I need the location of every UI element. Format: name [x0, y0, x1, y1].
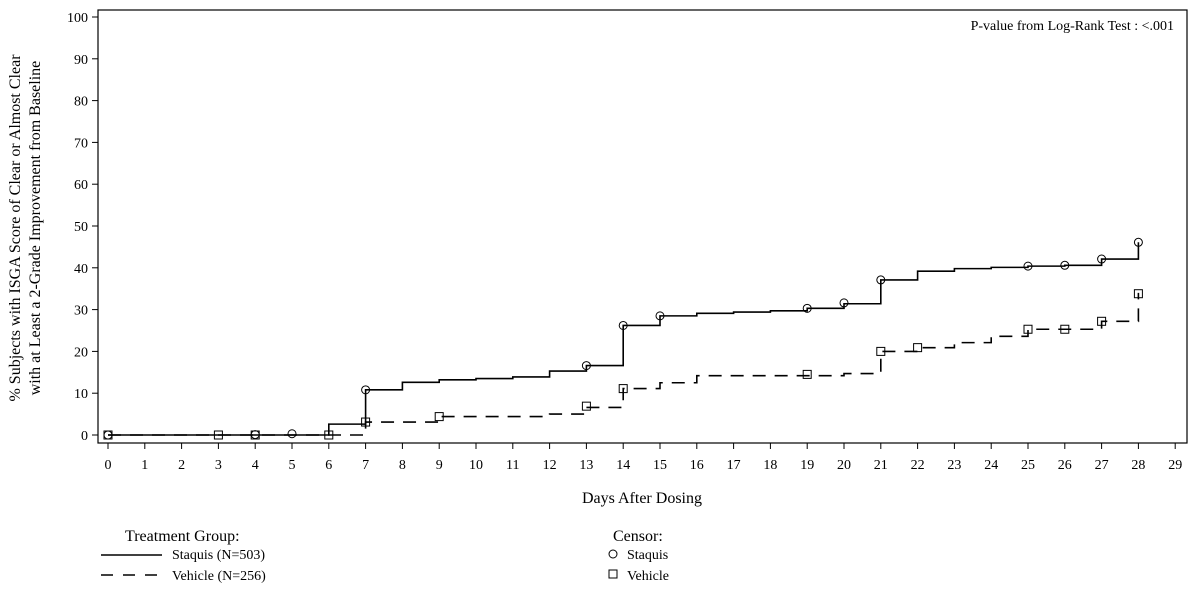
x-tick-label: 24 — [984, 458, 998, 473]
censor-legend-staquis: Staquis — [627, 548, 668, 563]
x-tick-label: 23 — [947, 458, 961, 473]
x-axis: 0 1 2 3 4 5 6 7 8 9 10 11 12 13 14 15 16 17 18 19 20 21 22 23 24… — [105, 443, 1182, 473]
y-tick-label: 80 — [74, 95, 88, 110]
x-tick-label: 13 — [579, 458, 593, 473]
censor-marker-staquis — [839, 298, 849, 308]
x-tick-label: 6 — [325, 458, 332, 473]
x-tick-label: 17 — [727, 458, 741, 473]
y-axis: 0 10 20 30 40 50 60 70 80 90 100 — [67, 11, 98, 444]
censor-marker-vehicle — [103, 430, 113, 440]
censor-marker-staquis — [581, 361, 591, 371]
legend-item-vehicle: Vehicle (N=256) — [172, 569, 266, 584]
x-tick-label: 20 — [837, 458, 851, 473]
x-tick-label: 2 — [178, 458, 185, 473]
censor-marker-staquis — [1060, 260, 1070, 270]
censor-marker-vehicle — [1023, 324, 1033, 334]
plot-border — [97, 9, 1188, 444]
x-tick-label: 12 — [543, 458, 557, 473]
x-tick-label: 26 — [1058, 458, 1072, 473]
censor-marker-staquis — [802, 303, 812, 313]
x-tick-label: 18 — [763, 458, 777, 473]
y-tick-label: 20 — [74, 345, 88, 360]
y-tick-label: 0 — [81, 429, 88, 444]
censor-legend-square-marker — [608, 569, 618, 579]
x-tick-label: 9 — [436, 458, 443, 473]
censor-marker-vehicle — [876, 346, 886, 356]
y-tick-label: 50 — [74, 220, 88, 235]
censor-marker-vehicle — [361, 417, 371, 427]
x-tick-label: 8 — [399, 458, 406, 473]
legend-title: Treatment Group: — [125, 528, 240, 545]
x-tick-label: 21 — [874, 458, 888, 473]
censor-marker-vehicle — [913, 343, 923, 353]
x-tick-label: 29 — [1168, 458, 1182, 473]
y-tick-label: 100 — [67, 11, 88, 26]
censor-legend-title: Censor: — [613, 528, 663, 545]
censor-marker-vehicle — [434, 412, 444, 422]
legend-treatment: Treatment Group: Staquis (N=503) Vehicle… — [101, 528, 266, 584]
x-tick-label: 11 — [506, 458, 519, 473]
y-axis-title-line2: with at Least a 2-Grade Improvement from… — [27, 61, 44, 396]
series-line-vehicle — [108, 292, 1140, 436]
censor-legend-circle-marker — [608, 549, 618, 559]
censor-marker-staquis — [361, 385, 371, 395]
x-tick-label: 14 — [616, 458, 630, 473]
y-tick-label: 40 — [74, 262, 88, 277]
x-tick-label: 15 — [653, 458, 667, 473]
censor-marker-vehicle — [250, 430, 260, 440]
plot-area — [97, 9, 1188, 444]
y-tick-label: 90 — [74, 53, 88, 68]
censor-marker-vehicle — [213, 430, 223, 440]
censor-marker-vehicle — [618, 384, 628, 394]
x-tick-label: 3 — [215, 458, 222, 473]
y-tick-label: 10 — [74, 387, 88, 402]
y-tick-label: 30 — [74, 304, 88, 319]
censor-marker-staquis — [876, 275, 886, 285]
x-tick-label: 28 — [1131, 458, 1145, 473]
censor-marker-staquis — [287, 429, 297, 439]
x-tick-label: 4 — [252, 458, 259, 473]
censor-marker-staquis — [1133, 237, 1143, 247]
x-tick-label: 27 — [1095, 458, 1109, 473]
x-tick-label: 19 — [800, 458, 814, 473]
censor-marker-vehicle — [324, 430, 334, 440]
x-tick-label: 22 — [911, 458, 925, 473]
series-layer — [108, 242, 1140, 436]
censor-marker-vehicle — [1060, 324, 1070, 334]
censor-marker-vehicle — [1097, 316, 1107, 326]
y-axis-title-line1: % Subjects with ISGA Score of Clear or A… — [7, 54, 24, 402]
censor-marker-staquis — [618, 320, 628, 330]
censor-marker-vehicle — [1133, 289, 1143, 299]
series-line-staquis — [108, 242, 1140, 436]
x-tick-label: 0 — [105, 458, 112, 473]
legend-item-staquis: Staquis (N=503) — [172, 548, 265, 563]
legend-censor: Censor: Staquis Vehicle — [608, 528, 669, 584]
x-tick-label: 25 — [1021, 458, 1035, 473]
x-tick-label: 10 — [469, 458, 483, 473]
x-tick-label: 1 — [141, 458, 148, 473]
censor-marker-vehicle — [802, 369, 812, 379]
x-tick-label: 7 — [362, 458, 369, 473]
censor-legend-vehicle: Vehicle — [627, 569, 669, 584]
x-tick-label: 16 — [690, 458, 704, 473]
x-axis-title: Days After Dosing — [582, 490, 702, 507]
censor-marker-staquis — [655, 311, 665, 321]
censor-layer — [103, 237, 1143, 440]
annotation-pvalue: P-value from Log-Rank Test : <.001 — [971, 19, 1174, 34]
censor-marker-vehicle — [581, 401, 591, 411]
censor-marker-staquis — [1097, 254, 1107, 264]
x-tick-label: 5 — [289, 458, 296, 473]
y-tick-label: 60 — [74, 178, 88, 193]
censor-marker-staquis — [1023, 261, 1033, 271]
y-tick-label: 70 — [74, 136, 88, 151]
